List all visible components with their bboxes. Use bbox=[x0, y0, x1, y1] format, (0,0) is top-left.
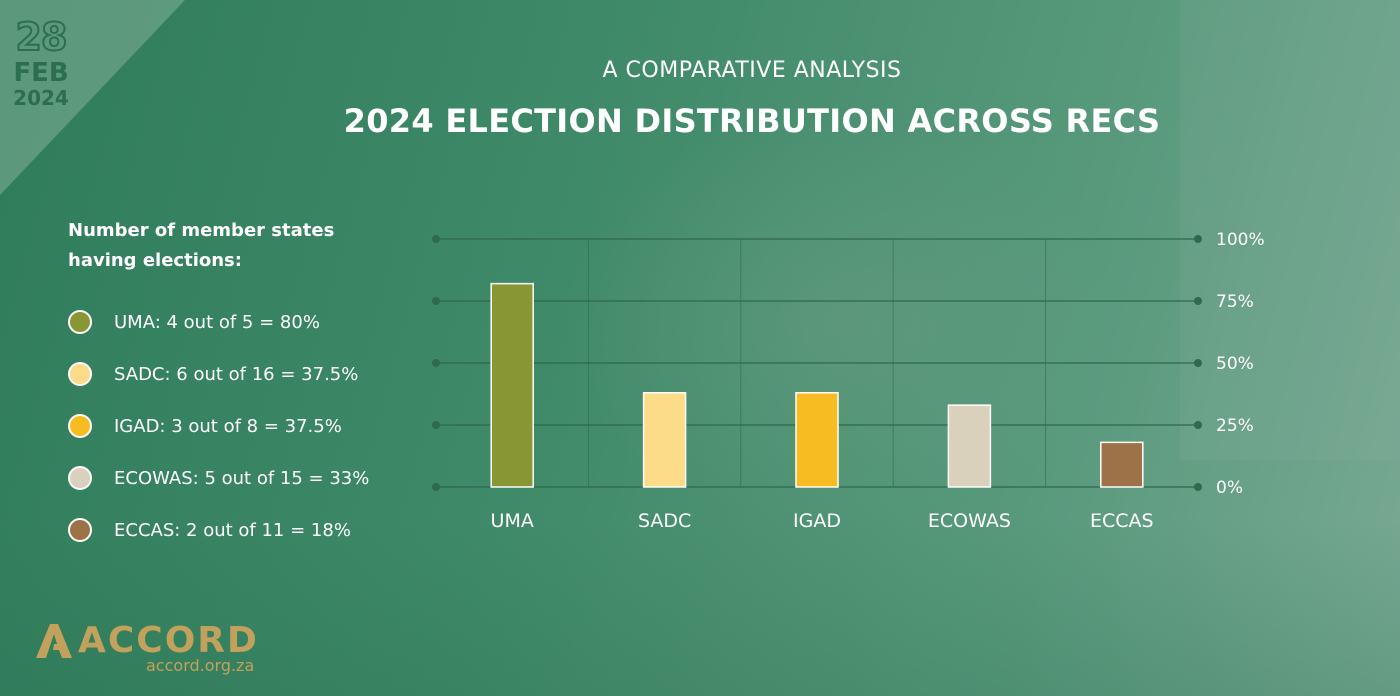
grid-dot-right bbox=[1194, 421, 1202, 429]
date-corner-triangle bbox=[0, 0, 185, 195]
accord-logo-word: ACCORD bbox=[78, 619, 259, 661]
grid-dot-left bbox=[432, 359, 440, 367]
bar-ecowas bbox=[947, 404, 992, 488]
legend-label-sadc: SADC: 6 out of 16 = 37.5% bbox=[114, 363, 359, 385]
legend-swatch-igad bbox=[68, 414, 92, 438]
legend-swatch-sadc bbox=[68, 362, 92, 386]
legend-label-ecowas: ECOWAS: 5 out of 15 = 33% bbox=[114, 467, 370, 489]
legend-label-eccas: ECCAS: 2 out of 11 = 18% bbox=[114, 519, 351, 541]
legend-heading-line2: having elections: bbox=[68, 250, 242, 271]
bar-eccas bbox=[1100, 441, 1144, 488]
legend-item-uma: UMA: 4 out of 5 = 80% bbox=[68, 296, 369, 348]
page-subtitle: A COMPARATIVE ANALYSIS bbox=[602, 58, 902, 83]
grid-dot-right bbox=[1194, 297, 1202, 305]
grid-dot-left bbox=[432, 297, 440, 305]
date-day: 28 bbox=[15, 15, 69, 59]
accord-logo: ACCORD bbox=[32, 618, 259, 662]
accord-url: accord.org.za bbox=[146, 656, 255, 675]
grid-dot-left bbox=[432, 483, 440, 491]
x-tick-label: SADC bbox=[638, 510, 691, 532]
legend-list: UMA: 4 out of 5 = 80% SADC: 6 out of 16 … bbox=[68, 296, 369, 556]
legend-item-ecowas: ECOWAS: 5 out of 15 = 33% bbox=[68, 452, 369, 504]
y-tick-label: 75% bbox=[1216, 292, 1254, 312]
x-tick-label: UMA bbox=[491, 510, 534, 532]
grid-dot-right bbox=[1194, 483, 1202, 491]
date-month: FEB bbox=[13, 58, 69, 88]
bar-igad bbox=[795, 392, 839, 488]
legend-item-sadc: SADC: 6 out of 16 = 37.5% bbox=[68, 348, 369, 400]
legend-swatch-uma bbox=[68, 310, 92, 334]
bar-uma bbox=[490, 282, 534, 488]
y-tick-label: 25% bbox=[1216, 416, 1254, 436]
grid-dot-left bbox=[432, 421, 440, 429]
accord-logo-mark-icon bbox=[36, 624, 72, 658]
bar-sadc bbox=[642, 392, 687, 488]
legend-item-igad: IGAD: 3 out of 8 = 37.5% bbox=[68, 400, 369, 452]
grid-dot-left bbox=[432, 235, 440, 243]
y-tick-label: 0% bbox=[1216, 478, 1243, 498]
legend-swatch-ecowas bbox=[68, 466, 92, 490]
x-tick-label: ECOWAS bbox=[928, 510, 1011, 532]
legend-heading-line1: Number of member states bbox=[68, 220, 335, 241]
x-tick-label: IGAD bbox=[793, 510, 841, 532]
y-tick-label: 50% bbox=[1216, 354, 1254, 374]
legend-swatch-eccas bbox=[68, 518, 92, 542]
date-year: 2024 bbox=[13, 86, 69, 110]
legend: Number of member states having elections… bbox=[68, 216, 369, 556]
bar-chart: 0% 25% 50% 75% 100% UMA SADC IGAD ECOWAS ECCAS bbox=[432, 230, 1265, 532]
page-title: 2024 ELECTION DISTRIBUTION ACROSS RECS bbox=[343, 102, 1161, 140]
date-badge: 28 FEB 2024 bbox=[10, 15, 72, 110]
legend-label-igad: IGAD: 3 out of 8 = 37.5% bbox=[114, 415, 342, 437]
grid-dot-right bbox=[1194, 359, 1202, 367]
legend-label-uma: UMA: 4 out of 5 = 80% bbox=[114, 311, 320, 333]
y-tick-label: 100% bbox=[1216, 230, 1265, 250]
x-tick-label: ECCAS bbox=[1090, 510, 1154, 532]
grid-dot-right bbox=[1194, 235, 1202, 243]
legend-heading: Number of member states having elections… bbox=[68, 216, 368, 276]
legend-item-eccas: ECCAS: 2 out of 11 = 18% bbox=[68, 504, 369, 556]
